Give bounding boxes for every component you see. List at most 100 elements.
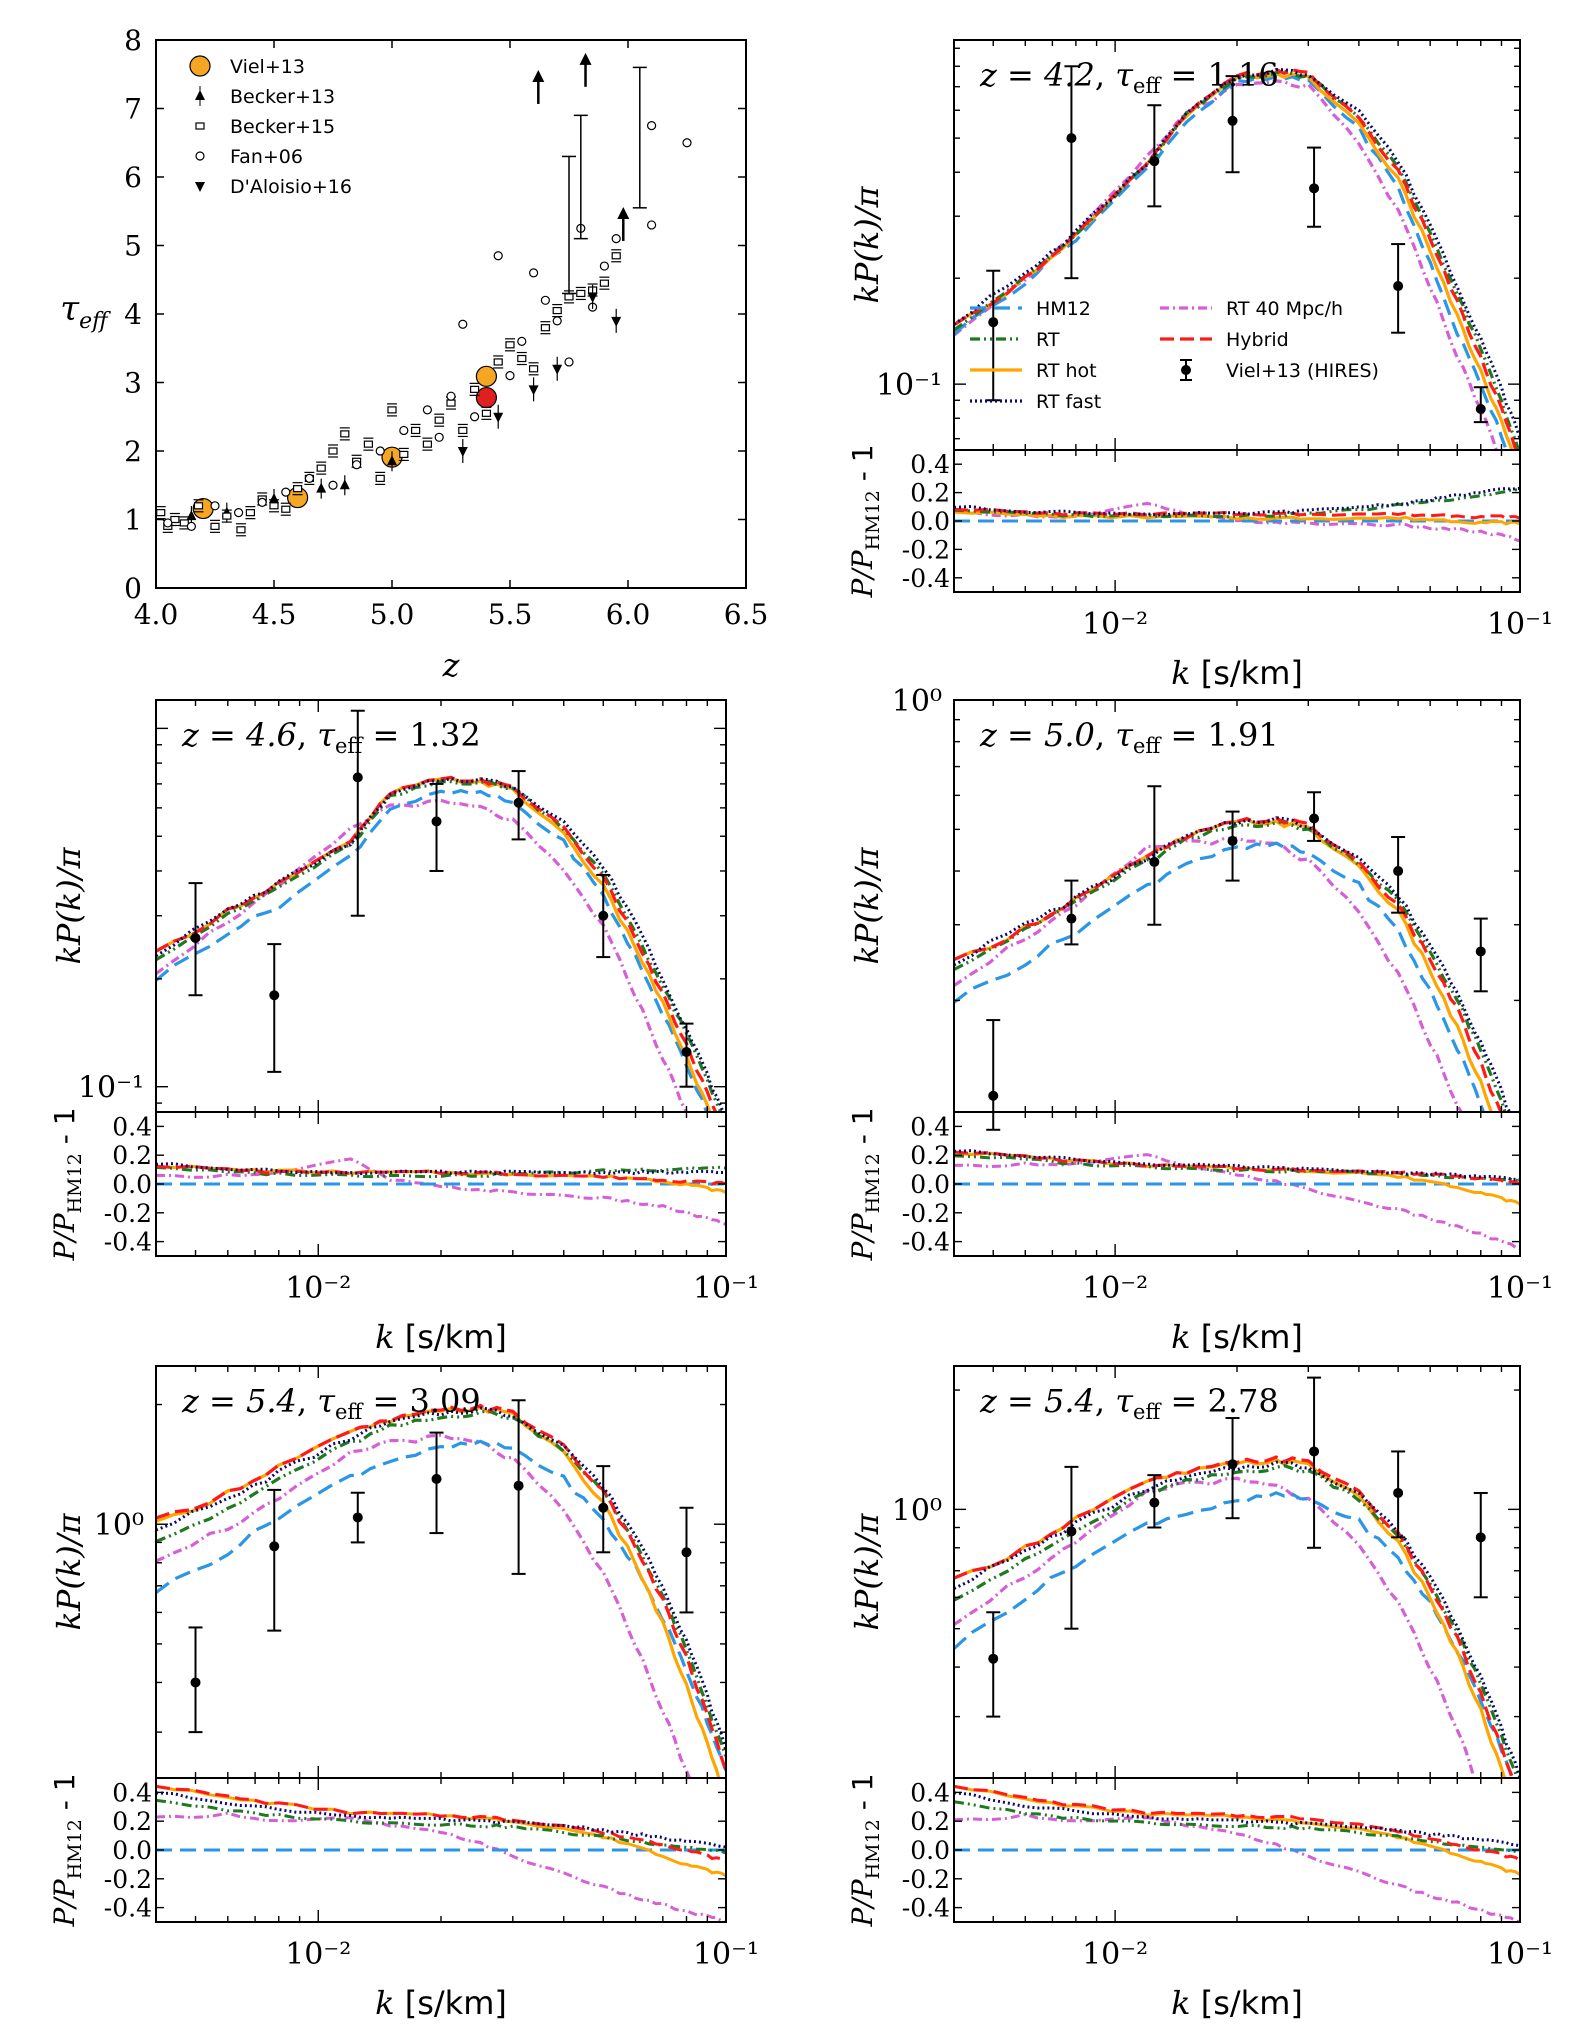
point-fan06 (422, 405, 432, 415)
panel-annotation: z = 5.4, τeff = 2.78 (979, 1382, 1279, 1424)
x-tick-label: 4.5 (252, 598, 297, 631)
point-fan06 (646, 220, 657, 230)
ratio-y-tick-label: 0.4 (910, 450, 950, 479)
y-tick-label: 10⁰ (892, 684, 942, 719)
y-tick-label: 5 (124, 230, 142, 263)
curve-hybrid (954, 67, 1518, 450)
panel-z54b: 10⁻² 10⁻¹ 10⁰ 0.40.20.0-0.2-0.4 k [s/km] kP(k… (846, 1365, 1553, 2022)
point-becker15 (446, 399, 456, 407)
point-becker15 (375, 474, 385, 482)
curve-hybrid (954, 1455, 1514, 1778)
legend-label: Fan+06 (230, 146, 303, 168)
point-becker15 (470, 385, 480, 393)
ratio-curve-rt-fast (156, 1791, 726, 1849)
y-tick-label: 8 (124, 24, 142, 57)
data-point (598, 1502, 609, 1513)
point-becker15 (156, 509, 166, 517)
model-legend: HM12 RT RT hot RT fast RT 40 Mpc/h Hybrid Viel… (970, 298, 1379, 413)
model-curves (954, 67, 1520, 450)
point-becker15 (493, 358, 503, 366)
data-point (1066, 133, 1077, 144)
data-point (1066, 913, 1077, 924)
curve-rt-40 (954, 79, 1499, 450)
y-axis-label: kP(k)/π (50, 1512, 88, 1630)
point-becker15 (564, 293, 574, 301)
point-becker15 (422, 440, 432, 448)
legend-label: Viel+13 (HIRES) (1226, 360, 1379, 382)
panel-z54a: 10⁻² 10⁻¹ 10⁰ 0.40.20.0-0.2-0.4 k [s/km] kP(k… (48, 1365, 759, 2022)
point-fan06 (399, 425, 409, 436)
curve-rt-40 (156, 798, 689, 1112)
point-becker15 (517, 354, 527, 363)
ratio-y-tick-label: 0.2 (910, 1807, 950, 1836)
curve-rt-hot (954, 1457, 1507, 1778)
legend-marker (189, 55, 211, 77)
legend-marker (195, 182, 205, 192)
x-axis-label: k [s/km] (1171, 1318, 1303, 1356)
panel-z42: 10⁻² 10⁻¹ 10⁻¹ 0.40.20.0-0.2-0.4 k [s/km] kP(… (846, 39, 1553, 692)
point-becker15 (281, 505, 291, 513)
point-becker15 (540, 324, 551, 332)
ratio-curve-rt-40 (156, 1811, 726, 1922)
model-curves (156, 1403, 726, 1778)
data-point (1393, 1487, 1404, 1498)
y-tick-label: 7 (124, 93, 142, 126)
ratio-y-tick-label: 0.2 (910, 1141, 950, 1170)
data-point (1475, 1532, 1486, 1543)
data-point (513, 797, 524, 808)
curve-hybrid (156, 775, 718, 1112)
ratio-curve-rt (156, 1165, 726, 1179)
curve-rt (156, 779, 723, 1112)
ratio-y-tick-label: 0.0 (910, 507, 950, 536)
viel13-data-points (986, 65, 1488, 424)
data-point (681, 1547, 692, 1558)
point-becker15 (269, 502, 279, 510)
curve-rt-hot (954, 71, 1514, 450)
model-curves (156, 775, 725, 1112)
ratio-curves (954, 486, 1520, 543)
ratio-curve-rt-fast (954, 1791, 1520, 1848)
x-tick-label: 6.5 (724, 598, 769, 631)
x-tick-label: 10⁻² (285, 1937, 351, 1972)
data-point (1475, 946, 1486, 957)
point-fan06 (493, 251, 503, 261)
ratio-y-tick-label: -0.2 (902, 1865, 950, 1894)
x-tick-label: 6.0 (606, 598, 651, 631)
legend-label: RT (1036, 329, 1060, 351)
ratio-y-tick-label: 0.2 (910, 479, 950, 508)
point-viel-13 (475, 365, 497, 387)
point-fan06 (352, 460, 362, 470)
curve-rt-fast (954, 816, 1512, 1112)
panel-annotation: z = 5.0, τeff = 1.91 (979, 716, 1279, 758)
panel-annotation: z = 4.2, τeff = 1.16 (979, 56, 1279, 98)
ratio-y-tick-label: 0.4 (910, 1112, 950, 1141)
point-fan06 (517, 336, 527, 346)
legend-marker (195, 151, 205, 161)
point-fan06 (528, 268, 539, 278)
point-fan06 (611, 234, 621, 244)
x-tick-label: 10⁻¹ (1487, 1271, 1553, 1306)
point-becker15 (505, 341, 515, 349)
data-point (1393, 281, 1404, 292)
point-fan06 (564, 357, 574, 367)
data-point (988, 317, 999, 328)
data-point (352, 1512, 363, 1523)
point-becker15 (179, 519, 189, 527)
legend-marker (195, 122, 205, 130)
y-axis-label: kP(k)/π (848, 185, 886, 303)
point-fan06 (646, 121, 657, 131)
curve-rt-40 (954, 836, 1464, 1112)
curve-hm12 (156, 1439, 726, 1772)
point-fan06 (257, 497, 267, 507)
point-becker15 (458, 426, 468, 435)
ratio-y-tick-label: -0.4 (902, 1228, 950, 1257)
ratio-curve-rt-40 (954, 1812, 1520, 1922)
point-becker15 (387, 406, 397, 414)
point-fan06 (540, 295, 551, 305)
curve-rt-40 (954, 1476, 1476, 1778)
ratio-curve-hybrid (156, 1164, 726, 1186)
y-tick-label: 6 (124, 161, 142, 194)
legend-marker (1181, 365, 1191, 375)
ratio-y-tick-label: 0.0 (112, 1836, 152, 1865)
lower-limit-arrowhead (532, 69, 545, 82)
